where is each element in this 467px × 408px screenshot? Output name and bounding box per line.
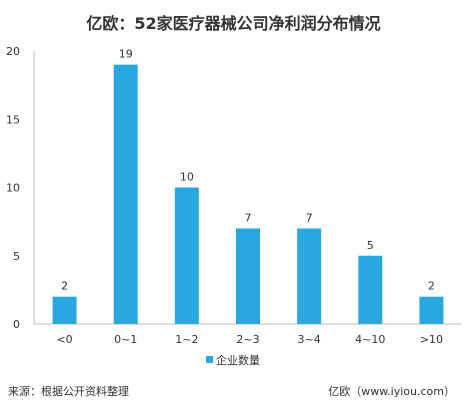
y-tick-label: 10 [6, 182, 20, 195]
x-tick-label: 3~4 [298, 333, 321, 346]
bar [358, 255, 383, 324]
y-tick-label: 20 [6, 45, 20, 58]
bar-value-label: 10 [180, 171, 194, 184]
source-note: 来源：根据公开资料整理 [8, 385, 129, 398]
bar-value-label: 7 [306, 211, 313, 224]
bar [174, 187, 199, 324]
bar-value-label: 2 [428, 280, 435, 293]
y-tick-label: 15 [6, 113, 20, 126]
bar-value-label: 2 [61, 280, 68, 293]
x-tick-label: 1~2 [175, 333, 198, 346]
bar [236, 228, 260, 324]
y-tick-label: 5 [13, 250, 20, 263]
x-tick-label: 2~3 [236, 333, 259, 346]
x-tick-label: <0 [56, 333, 72, 346]
x-tick-label: >10 [420, 333, 443, 346]
bar [419, 296, 444, 324]
legend-swatch [206, 356, 213, 363]
bar [113, 64, 138, 325]
x-tick-label: 4~10 [355, 333, 385, 346]
bar-value-label: 5 [367, 239, 374, 252]
x-tick-label: 0~1 [114, 333, 137, 346]
legend-label: 企业数量 [216, 353, 260, 367]
bar [297, 228, 322, 324]
bar-value-label: 19 [119, 48, 133, 61]
bar [52, 296, 77, 324]
y-tick-label: 0 [13, 318, 20, 331]
chart-title: 亿欧：52家医疗器械公司净利润分布情况 [86, 14, 381, 33]
credit-note: 亿欧（www.iyiou.com） [328, 385, 455, 398]
bar-value-label: 7 [245, 211, 252, 224]
